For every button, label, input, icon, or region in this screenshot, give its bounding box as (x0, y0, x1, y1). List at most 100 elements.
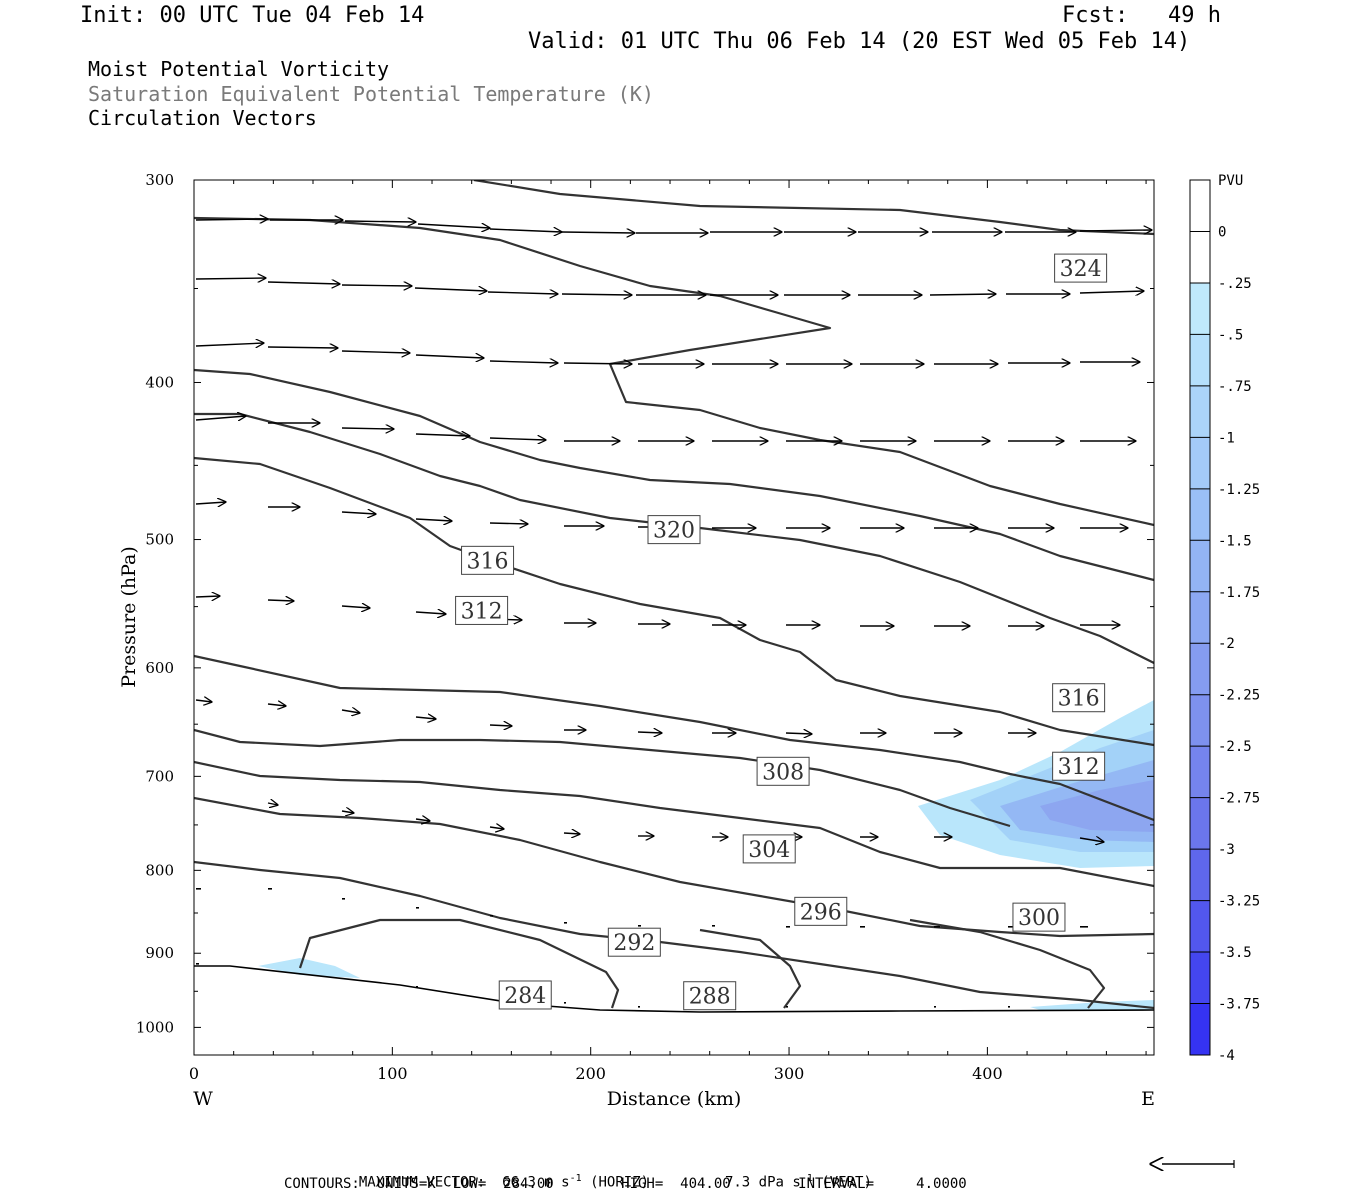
weak-vector (1080, 926, 1088, 928)
colorbar-label: -2 (1218, 636, 1235, 652)
y-tick-label: 800 (145, 861, 174, 879)
contour-label-box (647, 515, 701, 545)
vector-arrow (195, 278, 266, 279)
contour-label: 324 (1060, 257, 1102, 282)
x-tick-label: 200 (575, 1064, 606, 1083)
vector-arrow (415, 717, 436, 719)
vector-arrow (415, 612, 446, 614)
vector-arrow (267, 704, 286, 706)
vector-arrow (341, 606, 370, 608)
init-time: Init: 00 UTC Tue 04 Feb 14 (80, 3, 425, 28)
contour-label: 292 (613, 931, 655, 956)
horiz-tag: (HORIZ) (590, 1174, 650, 1191)
x-tick-label: 300 (774, 1064, 805, 1083)
colorbar: PVU 0 -.25 -.5 -.75 -1 -1.25 -1.5 -1.75 -2 -2.25 -2… (1189, 173, 1260, 1064)
contour-line (473, 180, 1154, 236)
vector-arrow (1079, 230, 1152, 231)
vector-arrow (561, 232, 635, 233)
vector-arrow (341, 428, 394, 429)
max-vector-vert: 7.3 dPa s (724, 1174, 801, 1191)
vector-arrow (267, 282, 340, 284)
contour-label: 316 (467, 549, 509, 574)
mpv-shading (258, 700, 1154, 1010)
contour-line (194, 760, 1154, 888)
colorbar-swatch (1190, 282, 1210, 335)
contour-label-box (1052, 751, 1106, 781)
colorbar-swatch (1190, 231, 1210, 284)
weak-vector (786, 1006, 788, 1008)
colorbar-swatch (1190, 591, 1210, 644)
vector-arrow (489, 438, 546, 440)
vector-arrow (267, 600, 294, 601)
colorbar-label: -3.75 (1218, 997, 1260, 1013)
colorbar-swatch (1190, 952, 1210, 1005)
contour-label: 320 (653, 519, 695, 544)
vector-arrow (417, 224, 490, 228)
colorbar-label: -.5 (1218, 327, 1243, 343)
max-vector-info: MAXIMUM VECTOR: 66.3 m s-1 (HORIZ) 7.3 d… (342, 1157, 872, 1191)
contour-line (699, 928, 802, 1009)
x-axis-west-label: W (193, 1088, 213, 1110)
field-theta-es: Saturation Equivalent Potential Temperat… (88, 82, 654, 106)
vector-arrow (195, 700, 212, 702)
weak-vector (196, 888, 201, 890)
vector-arrow (415, 355, 484, 358)
vector-arrow (341, 512, 376, 514)
mpv-shade-region (1030, 1000, 1154, 1010)
colorbar-swatch (1190, 746, 1210, 799)
y-axis: 300 400 500 600 700 800 900 1000 (136, 171, 1154, 1036)
weak-vector (934, 1006, 936, 1008)
y-axis-label: Pressure (hPa) (118, 546, 140, 688)
weak-vector (1008, 1006, 1010, 1008)
colorbar-label: -3.25 (1218, 894, 1260, 910)
weak-vector (490, 915, 493, 917)
vector-arrow (561, 294, 632, 295)
y-tick-label: 500 (145, 531, 174, 549)
colorbar-swatch (1190, 643, 1210, 696)
vector-arrow (785, 733, 812, 734)
vector-arrow (344, 221, 416, 222)
vector-arrow (341, 351, 410, 353)
horiz-exponent: -1 (569, 1173, 582, 1184)
y-tick-label: 1000 (136, 1018, 174, 1036)
colorbar-swatch (1190, 437, 1210, 490)
colorbar-label: -1.75 (1218, 585, 1260, 601)
vector-arrow (415, 434, 470, 436)
colorbar-swatch (1190, 797, 1210, 850)
plot-frame (193, 179, 1155, 1056)
y-tick-label: 900 (145, 944, 174, 962)
y-tick-label: 400 (145, 373, 174, 391)
y-tick-label: 300 (145, 171, 174, 189)
vector-arrow (487, 292, 558, 294)
colorbar-label: -2.5 (1218, 739, 1252, 755)
colorbar-label: -1.25 (1218, 482, 1260, 498)
contour-label: 300 (1018, 906, 1060, 931)
contour-label: 312 (461, 599, 503, 624)
colorbar-swatch (1190, 540, 1210, 593)
x-tick-label: 100 (377, 1064, 408, 1083)
weak-vector (786, 926, 790, 928)
colorbar-label: 0 (1218, 224, 1226, 240)
vector-arrow (267, 803, 278, 805)
valid-time: Valid: 01 UTC Thu 06 Feb 14 (20 EST Wed … (528, 29, 1191, 54)
contour-line (298, 918, 620, 1009)
contour-label-box (1052, 683, 1106, 713)
colorbar-label: -.25 (1218, 276, 1252, 292)
contour-line (194, 728, 1011, 828)
colorbar-label: -2.75 (1218, 791, 1260, 807)
forecast-hour: Fcst: 49 h (1062, 3, 1221, 28)
colorbar-swatch (1190, 385, 1210, 438)
vector-arrow (489, 523, 528, 524)
contour-label-box (607, 927, 661, 957)
contour-label-box (1054, 253, 1108, 283)
weak-vector (416, 986, 418, 988)
colorbar-unit: PVU (1218, 173, 1243, 189)
vector-arrow (489, 725, 512, 726)
contour-line (909, 918, 1106, 1009)
x-tick-label: 0 (189, 1064, 199, 1083)
contour-label-box (1012, 902, 1066, 932)
contour-label-box (742, 834, 796, 864)
weak-vector (1008, 926, 1015, 928)
contour-line (194, 654, 1154, 822)
y-tick-label: 700 (145, 767, 174, 785)
